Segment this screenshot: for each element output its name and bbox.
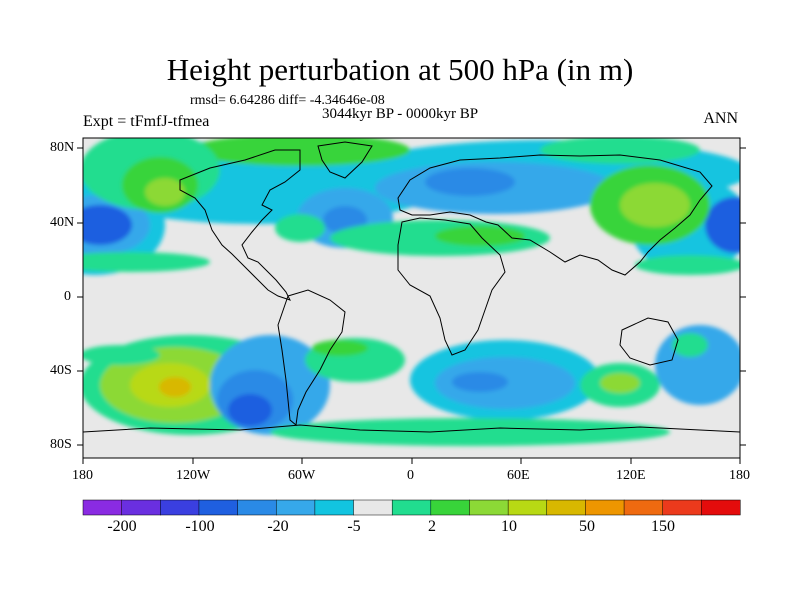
colorbar-label: -20 [267, 518, 289, 535]
lon-tick-label: 180 [729, 468, 750, 483]
lat-tick-label: 40N [50, 215, 75, 230]
colorbar-label: 50 [579, 518, 595, 535]
coast-australia [619, 317, 679, 366]
colorbar [82, 499, 741, 516]
colorbar-swatch [391, 499, 432, 516]
coast-africa [397, 217, 506, 356]
coast-greenland [317, 141, 373, 179]
colorbar-label: -5 [347, 518, 361, 535]
season-label: ANN [703, 110, 738, 127]
lon-tick-label: 60W [288, 468, 316, 483]
colorbar-swatch [585, 499, 625, 516]
lon-tick-label: 0 [407, 468, 414, 483]
colorbar-swatch [507, 499, 548, 516]
colorbar-swatch [237, 499, 277, 516]
period-label: 3044kyr BP - 0000kyr BP [322, 106, 479, 122]
colorbar-label: -100 [185, 518, 215, 535]
colorbar-swatch [82, 499, 123, 516]
contour-fields [83, 138, 740, 446]
colorbar-swatch [121, 499, 161, 516]
lat-tick-label: 80N [50, 140, 75, 155]
coast-eurasia [397, 154, 713, 276]
colorbar-swatch [662, 499, 702, 516]
plot-title: Height perturbation at 500 hPa (in m) [166, 52, 634, 87]
colorbar-label: -200 [107, 518, 137, 535]
colorbar-swatch [160, 499, 200, 516]
colorbar-swatch [430, 499, 471, 516]
colorbar-swatch [469, 499, 509, 516]
colorbar-swatch [198, 499, 239, 516]
axis-ticks [77, 147, 746, 464]
colorbar-swatch [275, 499, 316, 516]
lat-tick-label: 80S [50, 437, 72, 452]
colorbar-swatch [546, 499, 586, 516]
experiment-label: Expt = tFmfJ-tfmea [83, 113, 210, 130]
colorbar-label: 2 [428, 518, 436, 535]
colorbar-label: 150 [651, 518, 675, 535]
lon-tick-label: 120W [176, 468, 211, 483]
lon-tick-label: 120E [616, 468, 646, 483]
colorbar-swatch [701, 499, 741, 516]
lon-tick-label: 180 [72, 468, 93, 483]
coast-south-america [277, 289, 346, 426]
colorbar-swatch [314, 499, 355, 516]
coastlines [83, 141, 740, 433]
coast-antarctica [83, 424, 740, 433]
colorbar-swatch [623, 499, 664, 516]
colorbar-swatch [353, 499, 393, 516]
lat-tick-label: 40S [50, 363, 72, 378]
lon-tick-label: 60E [507, 468, 530, 483]
lat-tick-label: 0 [64, 289, 71, 304]
stats-line: rmsd= 6.64286 diff= -4.34646e-08 [190, 93, 385, 109]
diff-value: diff= -4.34646e-08 [278, 93, 385, 108]
coast-north-america [179, 149, 301, 301]
rmsd-value: rmsd= 6.64286 [190, 93, 275, 108]
colorbar-label: 10 [501, 518, 517, 535]
